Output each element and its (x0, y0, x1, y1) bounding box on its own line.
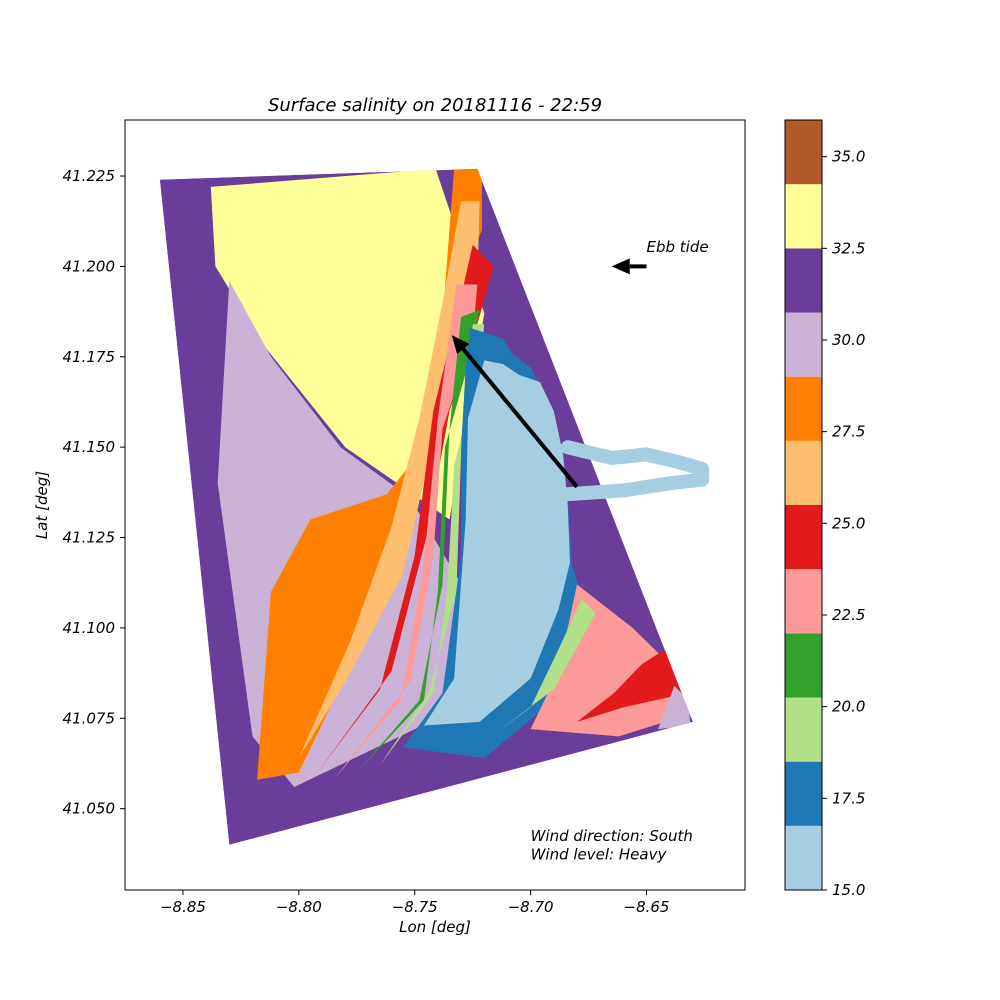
x-tick-label: −8.80 (276, 898, 322, 916)
ebb-tide-arrow-head (611, 258, 630, 275)
y-tick-label: 41.150 (63, 438, 116, 456)
y-tick-label: 41.175 (63, 348, 116, 366)
salinity-zone-12 (495, 599, 596, 733)
colorbar-tick-label: 17.5 (832, 789, 865, 807)
x-tick-label: −8.75 (392, 898, 438, 916)
salinity-zone-6 (333, 284, 478, 780)
annotation-0: Ebb tide (646, 238, 708, 256)
colorbar-level-7 (785, 376, 822, 441)
x-axis: −8.85 −8.80 −8.75 −8.70 −8.65 (160, 890, 670, 916)
y-tick-label: 41.075 (63, 709, 116, 727)
colorbar-level-9 (785, 248, 822, 313)
colorbar-tick-label: 15.0 (832, 881, 865, 899)
colorbar: 15.0 17.5 20.0 22.5 25.0 27.5 30.0 32.5 35.0 (784, 119, 865, 899)
colorbar-tick-label: 25.0 (832, 514, 865, 532)
plot-frame (124, 119, 746, 891)
river-channel (560, 440, 710, 502)
colorbar-level-3 (785, 633, 822, 698)
salinity-zone-10 (424, 360, 570, 726)
colorbar-tick-label: 27.5 (832, 423, 865, 441)
colorbar-level-0 (785, 825, 822, 890)
salinity-field (159, 168, 710, 845)
salinity-zone-4 (298, 201, 480, 759)
colorbar-level-1 (785, 761, 822, 826)
colorbar-tick-label: 35.0 (832, 148, 865, 166)
annotation-1: Wind direction: South (531, 827, 693, 845)
colorbar-tick-label: 22.5 (832, 606, 865, 624)
colorbar-level-6 (785, 440, 822, 505)
arrows-layer (451, 258, 647, 489)
salinity-zone-13 (577, 649, 689, 722)
colorbar-tick-label: 20.0 (832, 698, 865, 716)
y-tick-label: 41.200 (63, 257, 116, 275)
colorbar-level-2 (785, 697, 822, 762)
colorbar-tick-label: 32.5 (832, 239, 865, 257)
salinity-zone-3 (315, 176, 438, 455)
x-axis-label: Lon [deg] (399, 918, 471, 936)
colorbar-tick-label: 30.0 (832, 331, 865, 349)
y-tick-label: 41.050 (63, 800, 116, 818)
colorbar-level-5 (785, 505, 822, 570)
x-tick-label: −8.70 (508, 898, 554, 916)
current-arrow-head (451, 335, 470, 355)
y-tick-label: 41.100 (63, 619, 116, 637)
salinity-zone-14 (658, 685, 691, 730)
y-tick-label: 41.125 (63, 529, 116, 547)
chart-title: Surface salinity on 20181116 - 22:59 (268, 95, 602, 116)
annotation-2: Wind level: Heavy (531, 845, 668, 863)
colorbar-level-11 (785, 120, 822, 185)
y-axis-label: Lat [deg] (33, 471, 51, 539)
y-tick-label: 41.225 (63, 167, 116, 185)
colorbar-level-10 (785, 184, 822, 249)
colorbar-level-8 (785, 312, 822, 377)
x-tick-label: −8.85 (160, 898, 206, 916)
salinity-zone-2 (257, 168, 482, 780)
colorbar-level-4 (785, 569, 822, 634)
y-axis: 41.050 41.075 41.100 41.125 41.150 41.175 41.2… (63, 167, 125, 818)
colorbar-frame (784, 119, 823, 891)
current-arrow-shaft (461, 347, 579, 489)
estuary-domain (159, 168, 693, 845)
x-tick-label: −8.65 (624, 898, 670, 916)
